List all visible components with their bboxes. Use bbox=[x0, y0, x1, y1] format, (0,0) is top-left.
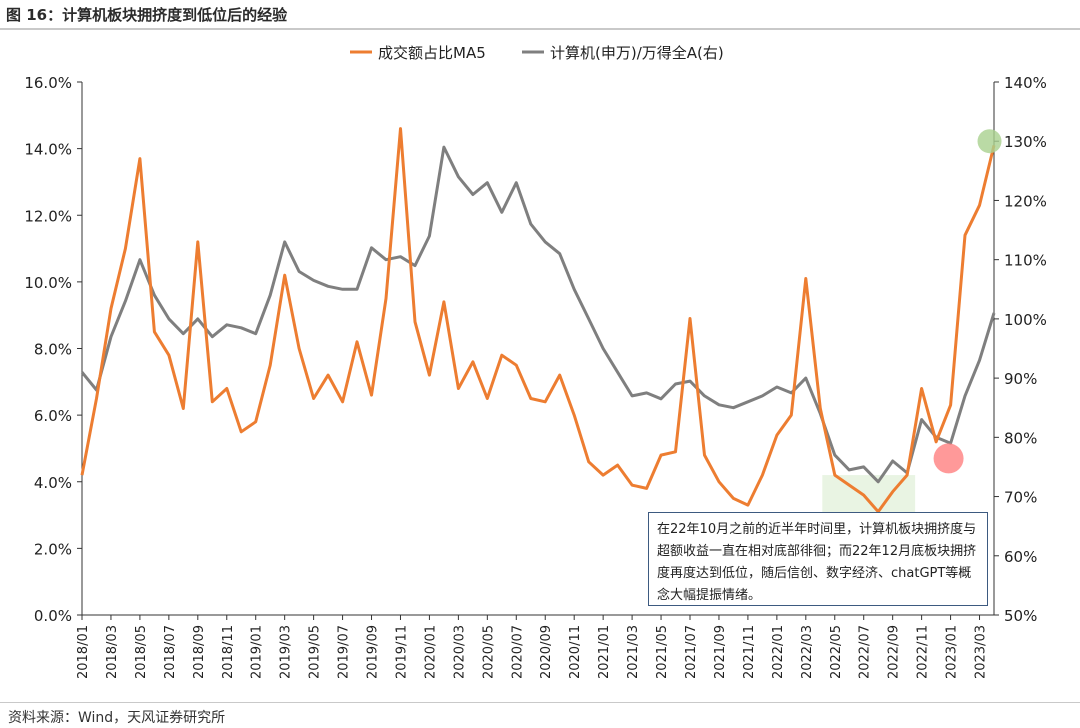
left-tick-label: 8.0% bbox=[34, 341, 72, 359]
x-tick-label: 2022/07 bbox=[858, 625, 873, 679]
left-tick-label: 0.0% bbox=[34, 607, 72, 625]
x-tick-label: 2020/11 bbox=[568, 625, 583, 679]
marker-circle-low bbox=[933, 443, 964, 474]
x-tick-label: 2018/03 bbox=[105, 625, 120, 679]
left-tick-label: 4.0% bbox=[34, 474, 72, 492]
x-tick-label: 2020/09 bbox=[539, 625, 554, 679]
x-tick-label: 2021/05 bbox=[655, 625, 670, 679]
x-tick-label: 2022/01 bbox=[771, 625, 786, 679]
x-tick-label: 2019/07 bbox=[337, 625, 352, 679]
x-tick-label: 2018/07 bbox=[163, 625, 178, 679]
x-tick-label: 2019/01 bbox=[250, 625, 265, 679]
x-tick-label: 2020/05 bbox=[481, 625, 496, 679]
marker-circle-high bbox=[977, 129, 1002, 154]
x-tick-label: 2020/01 bbox=[423, 625, 438, 679]
left-tick-label: 12.0% bbox=[24, 207, 72, 225]
left-tick-label: 14.0% bbox=[24, 141, 72, 159]
x-tick-label: 2021/01 bbox=[597, 625, 612, 679]
series-line-relative-index bbox=[80, 145, 996, 484]
x-tick-label: 2023/01 bbox=[945, 625, 960, 679]
x-tick-label: 2019/09 bbox=[366, 625, 381, 679]
x-tick-label: 2022/05 bbox=[829, 625, 844, 679]
left-tick-label: 2.0% bbox=[34, 540, 72, 558]
x-tick-label: 2018/01 bbox=[76, 625, 91, 679]
source-note: 资料来源：Wind，天风证券研究所 bbox=[8, 710, 226, 726]
right-tick-label: 60% bbox=[1004, 548, 1037, 566]
x-tick-label: 2021/09 bbox=[713, 625, 728, 679]
left-tick-label: 16.0% bbox=[24, 74, 72, 92]
annotation-box: 在22年10月之前的近半年时间里，计算机板块拥挤度与超额收益一直在相对底部徘徊；… bbox=[648, 512, 988, 606]
legend-label-turnover: 成交额占比MA5 bbox=[378, 44, 486, 62]
title-divider bbox=[0, 28, 1080, 30]
right-tick-label: 140% bbox=[1004, 74, 1047, 92]
right-tick-label: 70% bbox=[1004, 489, 1037, 507]
x-tick-label: 2018/11 bbox=[221, 625, 236, 679]
x-tick-label: 2019/03 bbox=[279, 625, 294, 679]
x-tick-label: 2022/09 bbox=[887, 625, 902, 679]
x-tick-label: 2021/11 bbox=[742, 625, 757, 679]
left-tick-label: 10.0% bbox=[24, 274, 72, 292]
right-tick-label: 110% bbox=[1004, 252, 1047, 270]
x-tick-label: 2018/05 bbox=[134, 625, 149, 679]
right-tick-label: 130% bbox=[1004, 133, 1047, 151]
legend-label-relative: 计算机(申万)/万得全A(右) bbox=[550, 44, 724, 62]
x-tick-label: 2019/05 bbox=[308, 625, 323, 679]
figure-title: 图 16：计算机板块拥挤度到低位后的经验 bbox=[6, 6, 288, 24]
right-tick-label: 50% bbox=[1004, 607, 1037, 625]
right-tick-label: 100% bbox=[1004, 311, 1047, 329]
x-tick-label: 2020/07 bbox=[510, 625, 525, 679]
x-tick-label: 2019/11 bbox=[394, 625, 409, 679]
x-tick-label: 2018/09 bbox=[192, 625, 207, 679]
right-tick-label: 80% bbox=[1004, 429, 1037, 447]
x-tick-label: 2022/11 bbox=[916, 625, 931, 679]
x-tick-label: 2021/03 bbox=[626, 625, 641, 679]
left-tick-label: 6.0% bbox=[34, 407, 72, 425]
footer-divider bbox=[0, 702, 1080, 703]
x-tick-label: 2023/03 bbox=[974, 625, 989, 679]
x-tick-label: 2020/03 bbox=[452, 625, 467, 679]
x-tick-label: 2021/07 bbox=[684, 625, 699, 679]
series-line-turnover-share bbox=[80, 127, 996, 514]
right-tick-label: 120% bbox=[1004, 192, 1047, 210]
x-tick-label: 2022/03 bbox=[800, 625, 815, 679]
right-tick-label: 90% bbox=[1004, 370, 1037, 388]
